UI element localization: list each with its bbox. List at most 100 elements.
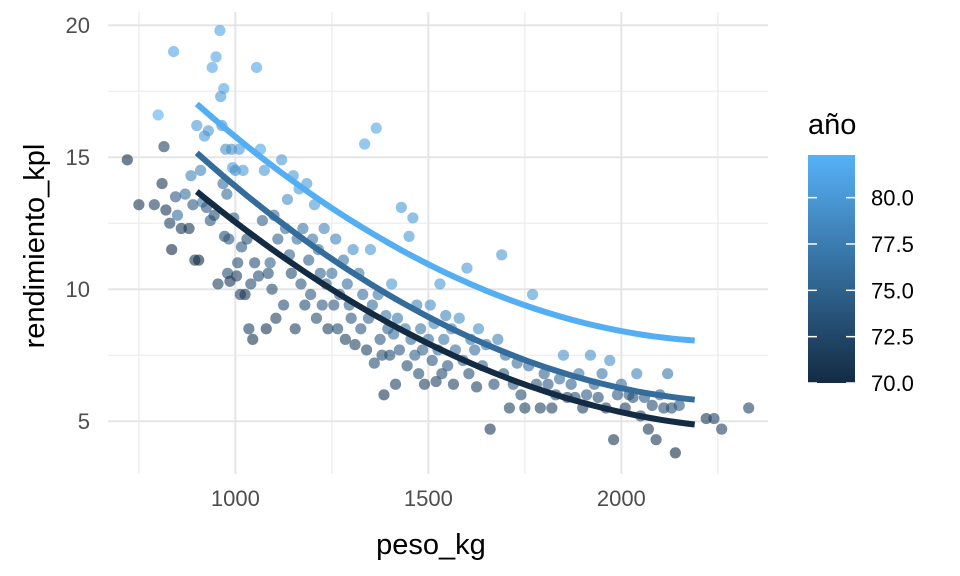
- data-point: [716, 423, 728, 435]
- data-point: [233, 143, 245, 155]
- data-point: [366, 299, 378, 311]
- data-point: [384, 349, 396, 361]
- data-point: [243, 323, 255, 335]
- data-point: [264, 257, 276, 269]
- data-point: [669, 447, 681, 459]
- data-point: [345, 312, 357, 324]
- data-point: [461, 262, 473, 274]
- y-axis-title: rendimiento_kpl: [19, 144, 51, 349]
- data-point: [553, 373, 566, 385]
- data-point: [179, 188, 191, 200]
- data-point: [185, 170, 197, 182]
- legend-ticks: 70.0 72.5 75.0 77.5 80.0: [808, 186, 914, 396]
- data-point: [503, 402, 516, 414]
- data-point: [642, 423, 654, 435]
- data-point: [266, 283, 278, 295]
- legend-colorbar: [808, 155, 855, 383]
- data-point: [258, 164, 270, 176]
- data-point: [515, 389, 527, 401]
- data-point: [436, 368, 448, 380]
- data-point: [584, 349, 597, 361]
- data-point: [252, 270, 265, 282]
- data-point: [438, 333, 450, 345]
- data-point: [221, 188, 233, 200]
- legend-tick-label: 77.5: [871, 232, 914, 257]
- data-point: [208, 209, 220, 221]
- data-point: [440, 310, 452, 322]
- data-point: [214, 24, 226, 37]
- data-point: [368, 357, 380, 369]
- data-point: [442, 360, 454, 372]
- data-point: [295, 278, 307, 290]
- data-point: [285, 267, 297, 279]
- data-point: [700, 412, 712, 425]
- data-point: [305, 288, 317, 301]
- legend-tick-label: 75.0: [871, 278, 914, 303]
- data-point: [386, 278, 398, 290]
- data-point: [415, 323, 427, 335]
- data-point: [289, 323, 301, 335]
- data-point: [496, 249, 508, 261]
- data-point: [322, 323, 334, 335]
- data-point: [229, 164, 241, 176]
- data-point: [218, 82, 230, 95]
- data-point: [339, 333, 351, 345]
- y-axis-ticks: 5 10 15 20: [66, 13, 90, 434]
- data-point: [389, 378, 402, 390]
- data-point: [416, 344, 429, 356]
- data-point: [164, 217, 176, 229]
- data-point: [314, 267, 326, 279]
- data-point: [534, 402, 546, 414]
- data-point: [341, 278, 353, 290]
- data-point: [212, 278, 224, 290]
- data-point: [310, 312, 323, 324]
- data-point: [650, 434, 662, 446]
- data-point: [546, 402, 558, 414]
- data-point: [469, 344, 481, 356]
- data-point: [230, 270, 243, 282]
- data-point: [332, 323, 344, 335]
- data-point: [210, 51, 222, 63]
- data-point: [235, 241, 248, 253]
- data-point: [401, 360, 413, 372]
- data-point: [492, 333, 504, 345]
- legend-tick-label: 80.0: [871, 186, 914, 211]
- x-axis-ticks: 1000 1500 2000: [211, 486, 646, 511]
- data-point: [370, 122, 382, 134]
- data-point: [355, 323, 367, 335]
- data-point: [206, 61, 218, 74]
- data-point: [237, 164, 249, 176]
- y-tick-label: 20: [66, 13, 90, 38]
- data-point: [262, 267, 274, 279]
- data-point: [360, 344, 373, 356]
- data-point: [519, 402, 531, 414]
- data-point: [297, 222, 309, 235]
- data-point: [187, 199, 199, 211]
- data-point: [299, 299, 311, 311]
- trend-curve: [194, 150, 696, 403]
- data-point: [596, 368, 608, 380]
- data-point: [472, 323, 485, 335]
- data-point: [318, 222, 330, 235]
- data-point: [330, 233, 342, 245]
- data-point: [453, 312, 465, 324]
- legend-tick-label: 70.0: [871, 371, 914, 396]
- data-point: [395, 201, 407, 213]
- data-point: [256, 214, 268, 227]
- data-point: [526, 288, 539, 301]
- x-tick-label: 2000: [597, 486, 646, 511]
- data-point: [403, 230, 415, 242]
- data-point: [239, 288, 251, 301]
- data-point: [391, 312, 404, 324]
- data-point: [225, 143, 238, 155]
- data-point: [223, 233, 235, 245]
- data-point: [424, 299, 436, 311]
- data-point: [152, 109, 164, 121]
- data-point: [631, 368, 643, 380]
- data-point: [326, 267, 338, 279]
- data-point: [245, 278, 257, 290]
- legend-tick-label: 72.5: [871, 325, 914, 350]
- data-point: [447, 378, 460, 390]
- data-point: [166, 244, 178, 256]
